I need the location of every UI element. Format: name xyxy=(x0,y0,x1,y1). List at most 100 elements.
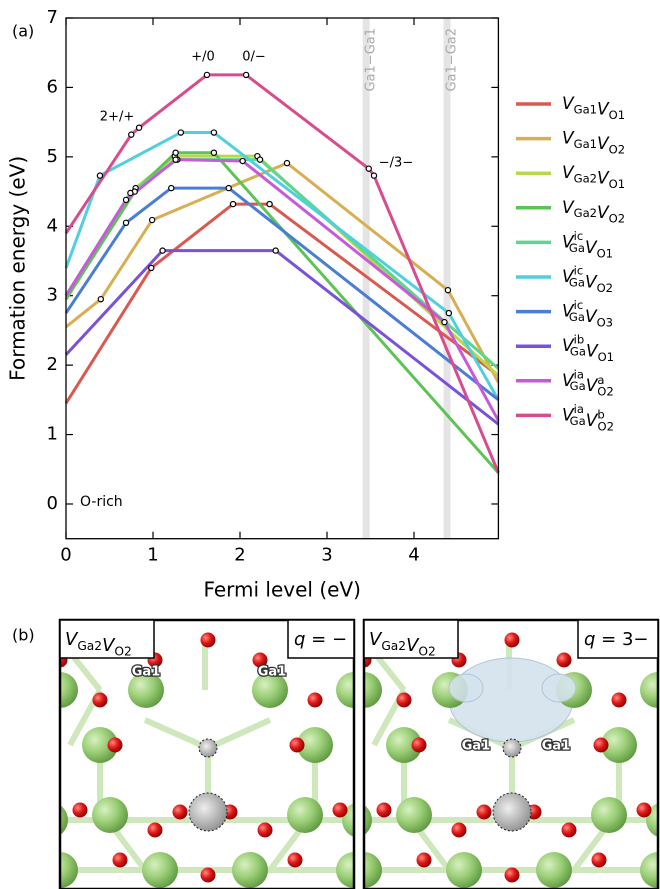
series-line xyxy=(64,186,500,402)
y-tick-label: 0 xyxy=(47,493,58,514)
o-atom xyxy=(561,822,577,838)
transition-point xyxy=(135,124,143,131)
y-tick-label: 3 xyxy=(47,285,58,306)
ga-atom xyxy=(364,672,382,708)
transition-point xyxy=(122,219,130,227)
x-tick-label: 2 xyxy=(234,545,245,566)
structure-frame xyxy=(58,618,356,889)
formula-sub: O2 xyxy=(597,280,613,294)
formula-sub: O2 xyxy=(418,644,435,658)
x-tick-label: 1 xyxy=(147,545,158,566)
transition-point xyxy=(239,157,246,165)
label-box xyxy=(577,619,659,659)
atom-label: Ga1 xyxy=(542,739,571,754)
transition-point xyxy=(177,129,185,136)
transition-point xyxy=(96,172,104,179)
structure-frame xyxy=(362,618,660,889)
o-vacancy xyxy=(502,738,522,758)
o-atom xyxy=(307,692,323,708)
transition-point xyxy=(242,71,250,79)
y-tick-label: 1 xyxy=(47,424,58,445)
formula-base: V xyxy=(406,635,420,656)
formula-sub: Ga2 xyxy=(381,638,406,652)
o-atom xyxy=(593,737,609,753)
formula-base: V xyxy=(65,629,79,650)
formula-sub: Ga xyxy=(570,344,586,358)
formula-sub: Ga xyxy=(569,275,585,289)
formula-sup: ib xyxy=(574,332,585,346)
transition-point xyxy=(283,159,291,167)
formula-base: V xyxy=(562,267,575,287)
formula-base: V xyxy=(562,405,575,425)
formula-sub: Ga2 xyxy=(574,206,597,220)
y-tick-label: 5 xyxy=(47,146,58,167)
o-atom xyxy=(556,652,572,668)
o-atom xyxy=(257,822,273,838)
series-line xyxy=(64,154,500,377)
o-atom xyxy=(591,852,607,868)
o-atom xyxy=(289,737,305,753)
charge-label: q = − xyxy=(294,629,347,650)
band-label: Ga1−Ga1 xyxy=(364,28,379,92)
transition-point xyxy=(122,196,130,204)
legend-label: Vic GaVO2 xyxy=(562,263,613,294)
ga-atom xyxy=(336,852,354,888)
atom-label: Ga1 xyxy=(132,665,161,680)
formula-base: V xyxy=(597,99,610,119)
charge-label: q = 3− xyxy=(584,629,649,650)
transition-point xyxy=(365,165,372,172)
x-tick-label: 4 xyxy=(408,545,419,566)
legend-label: Vic GaVO3 xyxy=(562,298,613,329)
transition-label: 2+/+ xyxy=(100,110,134,125)
charge-value: = 3− xyxy=(595,629,648,650)
transition-point xyxy=(148,216,156,224)
y-tick-label: 7 xyxy=(47,7,58,28)
series-line xyxy=(64,158,500,422)
o-atom xyxy=(411,737,427,753)
formula-base: V xyxy=(102,635,116,656)
formula-base: V xyxy=(369,629,383,650)
formula-sup: ic xyxy=(574,298,584,312)
ga-atom xyxy=(336,672,354,708)
y-tick-label: 6 xyxy=(47,76,58,97)
o-atom xyxy=(332,802,348,818)
o-atom xyxy=(504,867,520,883)
formula-base: V xyxy=(562,232,575,252)
transition-point xyxy=(370,172,378,179)
formula-sub: Ga1 xyxy=(574,137,597,151)
ga-atom xyxy=(536,852,572,888)
condition-label: O-rich xyxy=(80,494,123,510)
o-atom xyxy=(92,692,108,708)
transition-point xyxy=(266,200,273,208)
x-tick-label: 3 xyxy=(321,545,332,566)
series-line xyxy=(64,131,500,401)
formula-base: V xyxy=(562,198,575,218)
o-atom xyxy=(476,804,492,820)
legend-label: VGa2VO2 xyxy=(562,198,625,225)
defect-label: VGa2VO2 xyxy=(65,629,132,658)
formula-sup: ic xyxy=(574,263,584,277)
atom-label: Ga1 xyxy=(462,739,491,754)
ga-vacancy xyxy=(188,792,228,832)
x-tick-label: 0 xyxy=(60,545,71,566)
formula-sub: Ga xyxy=(570,413,586,427)
o-atom xyxy=(287,852,303,868)
formula-sub: Ga xyxy=(570,379,586,393)
formula-sup: ia xyxy=(574,367,584,381)
formula-sub: O3 xyxy=(597,315,613,329)
o-atom xyxy=(396,692,412,708)
ga-atom xyxy=(297,727,333,763)
transition-point xyxy=(225,184,232,192)
transition-point xyxy=(97,295,105,303)
plot-frame xyxy=(65,17,500,540)
charge-value: = − xyxy=(305,629,347,650)
o-atom xyxy=(252,652,268,668)
defect-label: VGa2VO2 xyxy=(369,629,436,658)
formula-sub: O2 xyxy=(609,211,625,225)
formula-sub: O1 xyxy=(597,246,613,260)
formula-sub: O2 xyxy=(114,644,131,658)
label-box xyxy=(59,619,155,659)
ga-atom xyxy=(640,852,658,888)
transition-point xyxy=(128,131,135,138)
